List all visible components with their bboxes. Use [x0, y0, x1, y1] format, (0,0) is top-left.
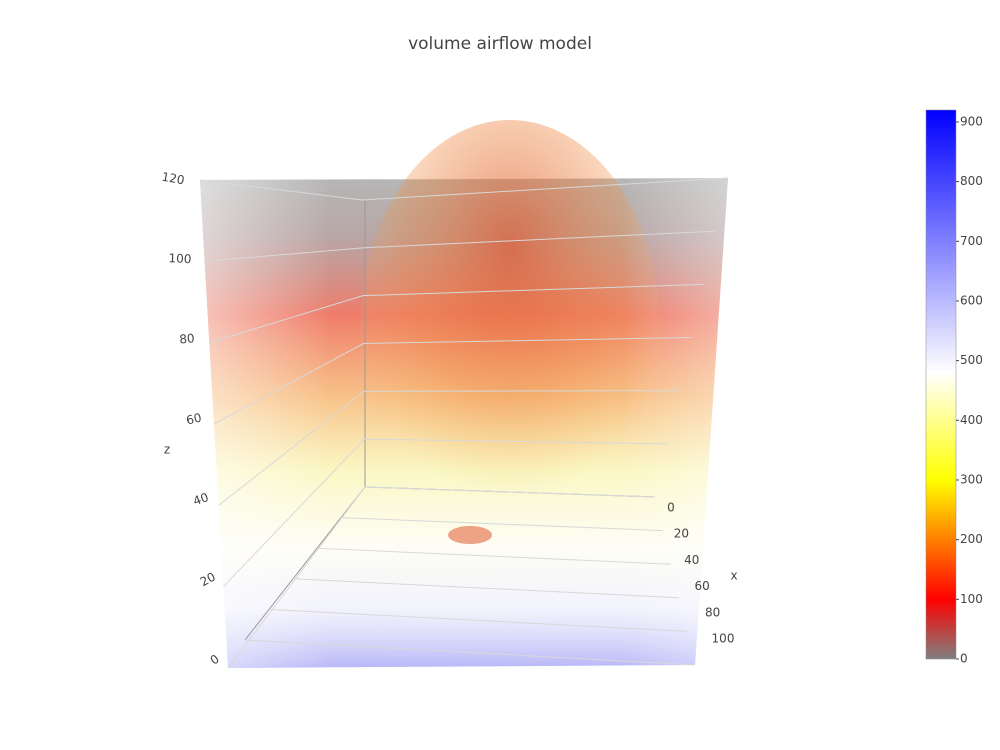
colorbar-tick-label: 200 [960, 532, 983, 546]
grid-line [199, 177, 729, 201]
grid-line [222, 438, 668, 588]
grid-line [364, 486, 656, 498]
colorbar-tick-label: 300 [960, 472, 983, 486]
colorbar [925, 109, 957, 660]
z-axis-title: z [164, 443, 170, 457]
colorbar-tick-label: 600 [960, 293, 983, 307]
chart-title: volume airflow model [408, 34, 592, 54]
x-tick-label: 40 [684, 553, 699, 567]
z-tick-label: 120 [161, 170, 186, 188]
x-tick-label: 60 [695, 579, 710, 593]
axis-edge [244, 486, 366, 641]
colorbar-tick-label: 500 [960, 353, 983, 367]
volume-edge-fade [200, 178, 728, 668]
z-tick-label: 80 [179, 331, 195, 346]
grid-line [209, 283, 704, 344]
z-tick-label: 40 [191, 490, 210, 508]
grid-line [204, 230, 716, 262]
grid-line [268, 608, 688, 632]
x-tick-label: 80 [705, 605, 720, 619]
grid-line [213, 337, 692, 425]
colorbar-tick-label: 700 [960, 234, 983, 248]
z-tick-label: 0 [208, 652, 222, 668]
x-axis-title: x [730, 569, 737, 583]
z-tick-label: 100 [168, 251, 191, 266]
x-tick-label: 0 [667, 501, 675, 515]
colorbar-tick-label: 400 [960, 413, 983, 427]
grid-line [292, 578, 680, 599]
z-tick-label: 20 [198, 570, 218, 589]
colorbar-tick-label: 0 [960, 652, 968, 666]
grid-line [340, 517, 664, 532]
colorbar-tick-label: 800 [960, 174, 983, 188]
grid-line [218, 390, 680, 506]
colorbar-tick-label: 900 [960, 114, 983, 128]
x-tick-label: 20 [674, 527, 689, 541]
colorbar-tick-label: 100 [960, 592, 983, 606]
x-tick-label: 100 [712, 632, 735, 646]
z-tick-label: 60 [185, 411, 203, 428]
grid-line [244, 639, 696, 666]
scene [199, 120, 729, 669]
grid-line [316, 547, 672, 565]
